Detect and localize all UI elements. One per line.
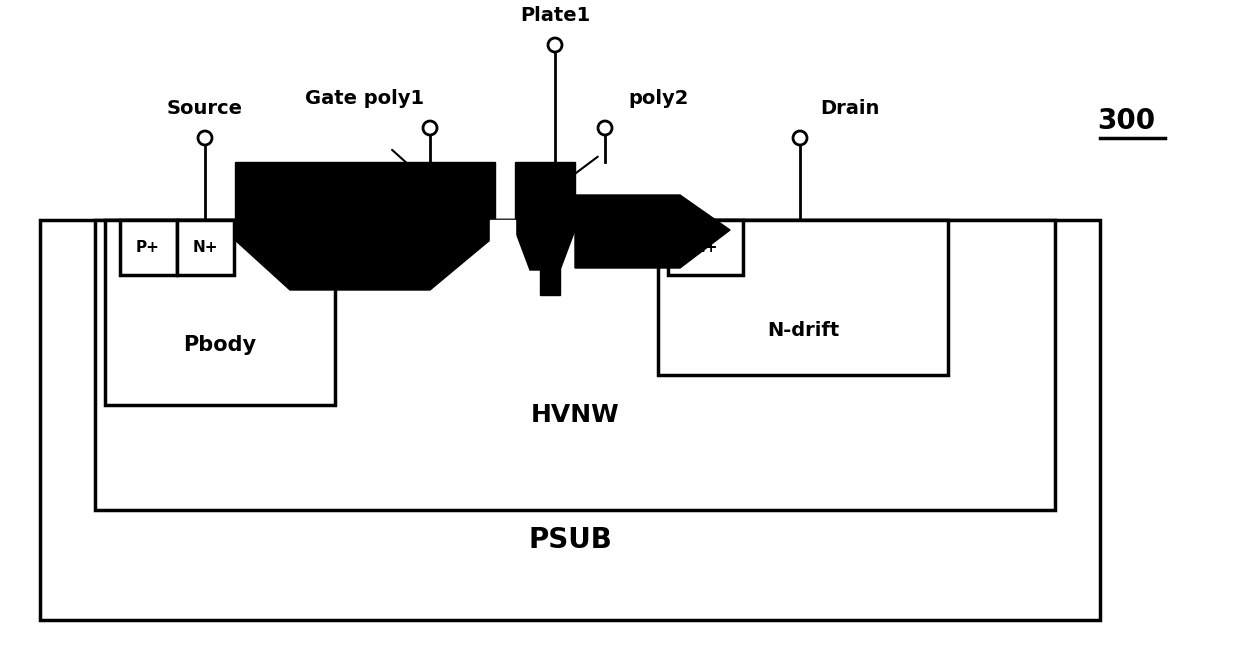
Bar	[95, 220, 1054, 510]
Text: N+: N+	[192, 240, 218, 255]
Text: Plate1: Plate1	[520, 6, 590, 25]
Text: Gate poly1: Gate poly1	[306, 89, 425, 108]
Polygon shape	[235, 162, 496, 240]
Text: 300: 300	[1097, 107, 1155, 135]
Bar	[177, 220, 234, 275]
Bar	[120, 220, 177, 275]
Text: P+: P+	[136, 240, 160, 255]
Bar	[40, 220, 1100, 620]
Polygon shape	[235, 240, 489, 290]
Text: Pbody: Pbody	[183, 335, 256, 355]
Polygon shape	[515, 162, 575, 230]
Text: poly2: poly2	[628, 89, 689, 108]
Polygon shape	[515, 230, 575, 270]
Text: N+: N+	[693, 240, 717, 255]
Polygon shape	[540, 268, 560, 295]
Text: HVNW: HVNW	[530, 403, 620, 427]
Text: Drain: Drain	[820, 99, 880, 118]
Polygon shape	[575, 195, 730, 268]
Bar	[658, 220, 948, 375]
Text: PSUB: PSUB	[528, 526, 612, 554]
Bar	[668, 220, 743, 275]
Text: N-drift: N-drift	[767, 321, 839, 339]
Text: Source: Source	[167, 99, 243, 118]
Bar	[105, 220, 335, 405]
Polygon shape	[489, 220, 515, 265]
